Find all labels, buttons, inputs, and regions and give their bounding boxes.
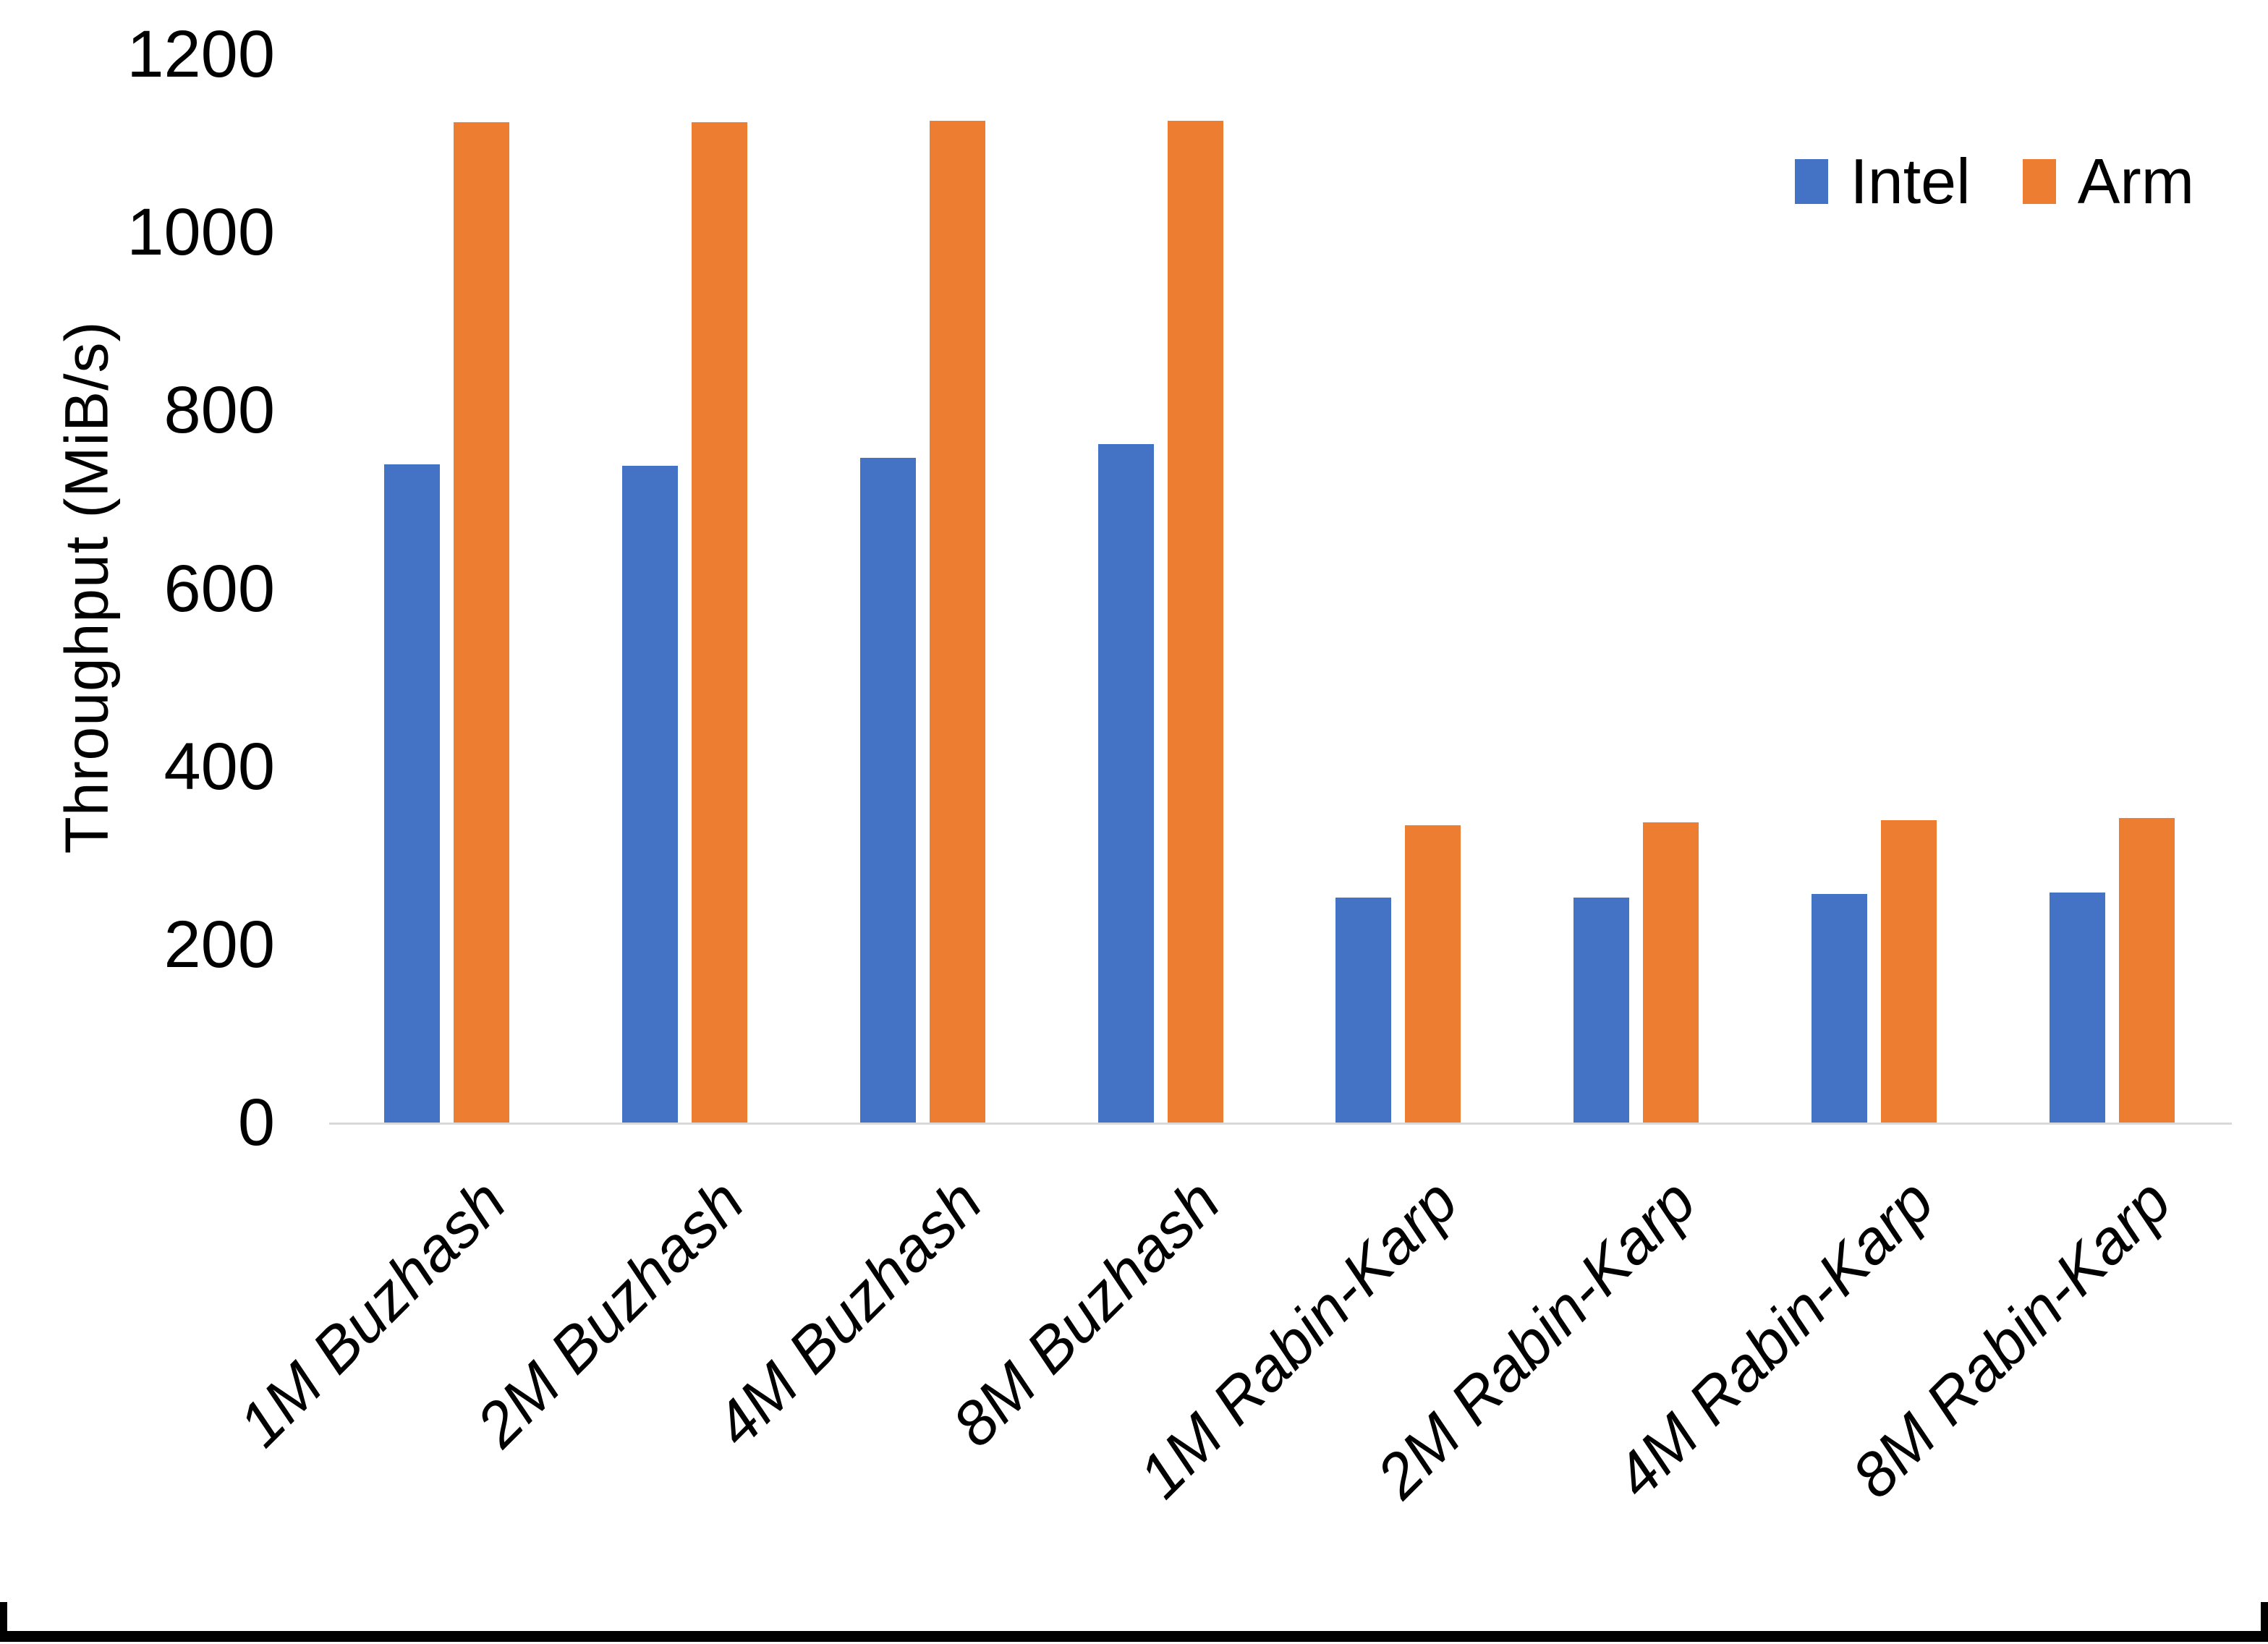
y-tick-label-1200: 1200 — [127, 17, 275, 91]
y-tick-label-0: 0 — [237, 1086, 275, 1159]
legend-item-intel: Intel — [1795, 145, 1971, 218]
legend-label-arm: Arm — [2077, 145, 2194, 217]
frame-bottom-border — [0, 1631, 2268, 1642]
x-axis-line — [329, 1123, 2232, 1125]
bar-intel-2 — [622, 466, 679, 1123]
frame-corner-right — [2261, 1602, 2268, 1642]
y-tick-label-800: 800 — [163, 373, 276, 448]
bar-arm-1 — [454, 122, 510, 1123]
bar-intel-1 — [384, 464, 441, 1123]
bar-arm-3 — [929, 121, 985, 1123]
bar-arm-2 — [692, 122, 748, 1123]
bar-intel-8 — [2049, 893, 2105, 1123]
bar-intel-6 — [1573, 898, 1630, 1123]
legend-swatch-intel — [1795, 159, 1829, 204]
bar-intel-7 — [1811, 894, 1867, 1123]
legend-item-arm: Arm — [2022, 145, 2194, 218]
bar-intel-5 — [1335, 898, 1392, 1123]
frame-corner-left — [0, 1602, 7, 1642]
legend-swatch-arm — [2022, 159, 2056, 204]
bar-arm-7 — [1880, 820, 1937, 1123]
bar-intel-4 — [1097, 444, 1154, 1123]
legend: Intel Arm — [1795, 145, 2194, 218]
legend-label-intel: Intel — [1850, 145, 1971, 217]
bar-intel-3 — [859, 458, 916, 1123]
y-tick-label-600: 600 — [163, 551, 276, 626]
bar-arm-6 — [1643, 822, 1699, 1123]
bar-arm-8 — [2118, 818, 2175, 1123]
bar-arm-4 — [1167, 121, 1223, 1123]
y-tick-label-200: 200 — [163, 907, 276, 981]
bar-arm-5 — [1405, 825, 1461, 1123]
y-tick-label-400: 400 — [163, 729, 276, 804]
y-tick-label-1000: 1000 — [127, 195, 275, 270]
